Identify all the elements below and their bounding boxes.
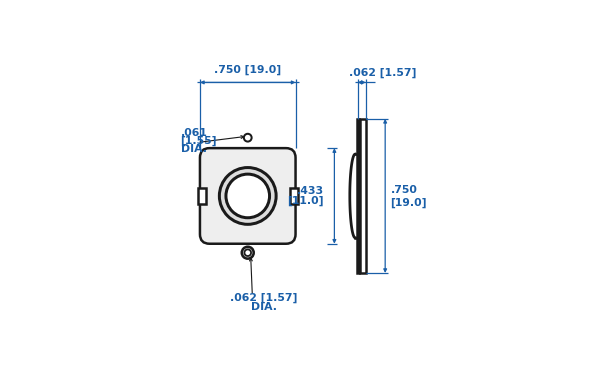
Text: DIA.: DIA. — [181, 144, 206, 154]
FancyBboxPatch shape — [200, 148, 296, 244]
Text: [1.55]: [1.55] — [181, 136, 217, 146]
Circle shape — [220, 168, 276, 224]
Text: .750: .750 — [391, 185, 418, 195]
Circle shape — [244, 249, 251, 256]
Text: .062 [1.57]: .062 [1.57] — [230, 293, 298, 303]
Text: [11.0]: [11.0] — [287, 196, 324, 206]
Text: .750 [19.0]: .750 [19.0] — [214, 65, 281, 75]
Text: [19.0]: [19.0] — [391, 197, 427, 208]
Text: .433: .433 — [297, 185, 324, 196]
Circle shape — [242, 247, 254, 259]
Circle shape — [244, 134, 251, 142]
Bar — [290, 188, 298, 204]
Bar — [357, 119, 359, 273]
Bar — [360, 119, 367, 273]
Text: .062 [1.57]: .062 [1.57] — [349, 68, 416, 78]
Bar — [198, 188, 206, 204]
Text: .061: .061 — [181, 128, 208, 138]
Circle shape — [226, 174, 269, 218]
Text: DIA.: DIA. — [251, 303, 277, 312]
